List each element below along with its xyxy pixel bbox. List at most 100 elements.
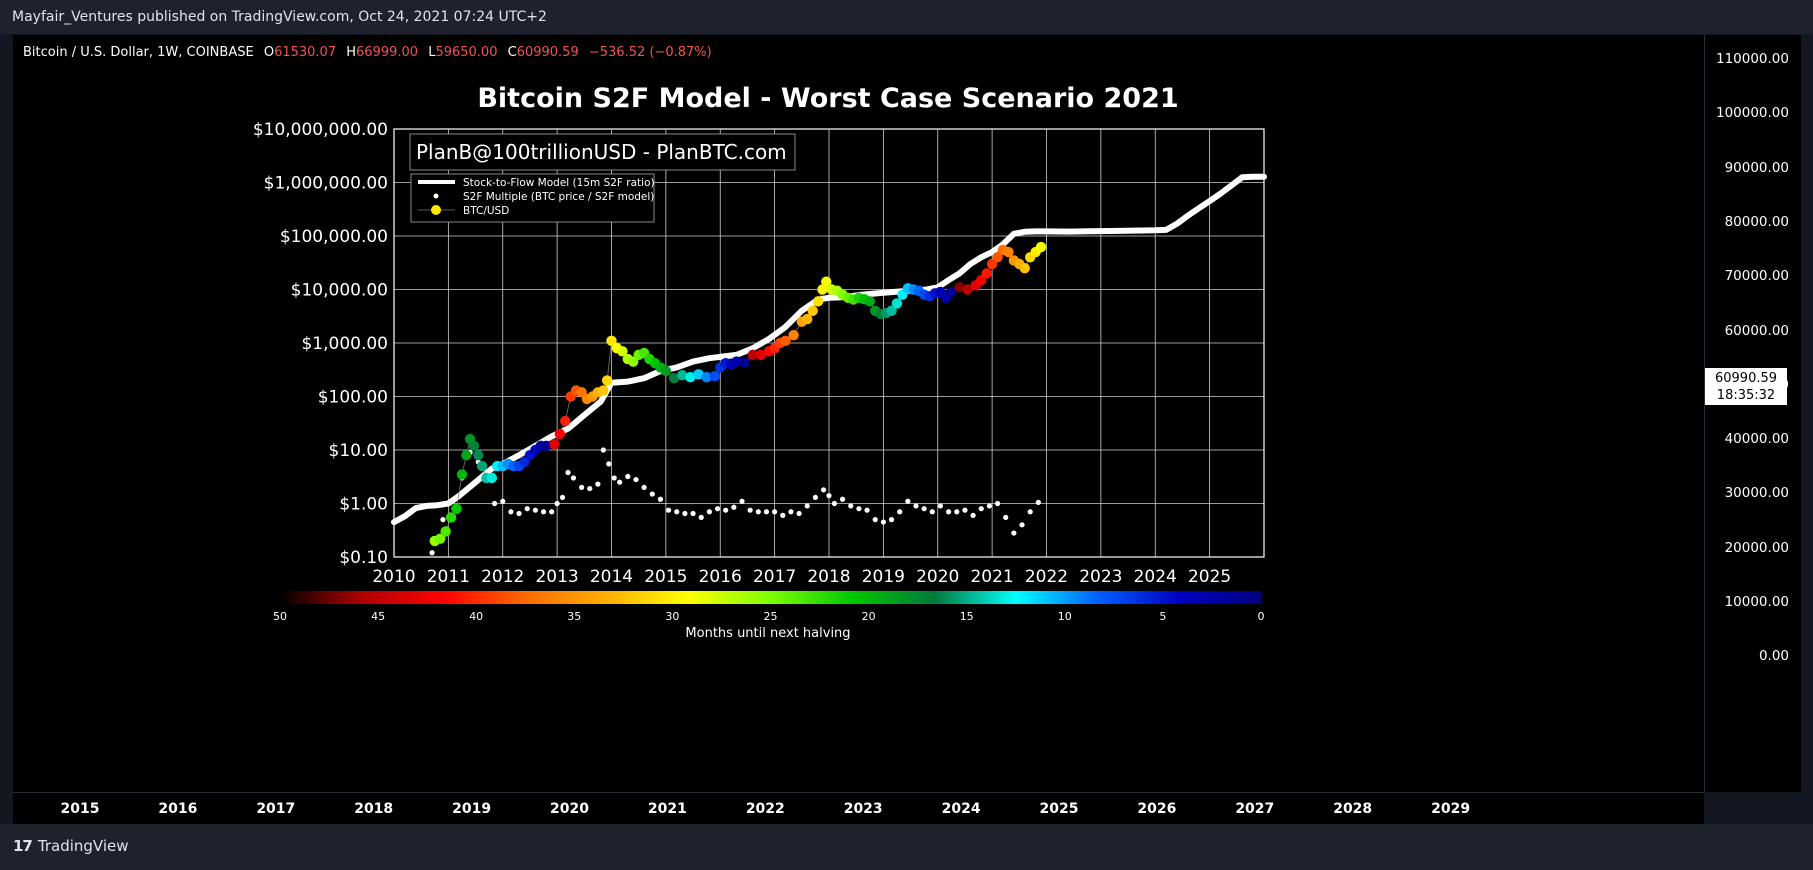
time-axis-label: 2029 (1431, 801, 1471, 817)
price-axis-label: 30000.00 (1724, 485, 1789, 502)
open-label: O (263, 45, 275, 60)
s2f-multiple-point (606, 461, 612, 467)
s2f-multiple-point (440, 517, 446, 523)
btc-price-point (461, 449, 472, 461)
s2f-multiple-point (986, 503, 993, 509)
price-axis-label: 100000.00 (1715, 105, 1789, 122)
s2f-multiple-point (962, 507, 968, 513)
time-axis-label: 2026 (1137, 801, 1177, 817)
time-axis-label: 2019 (452, 801, 492, 817)
close-label: C (507, 45, 517, 60)
btc-price-point (886, 305, 897, 316)
price-axis[interactable]: 110000.00 100000.00 90000.00 80000.00 70000.… (1704, 35, 1801, 792)
btc-price-point (435, 533, 446, 544)
s2f-multiple-point (831, 500, 838, 507)
s2f-multiple-point (921, 506, 927, 512)
chart-title: Bitcoin S2F Model - Worst Case Scenario … (477, 83, 1178, 114)
colorbar (280, 591, 1261, 604)
colorbar-tick-label: 40 (469, 610, 483, 623)
high-value: 66999.00 (356, 45, 419, 60)
s2f-multiple-point (905, 498, 911, 504)
s2f-multiple-point (429, 550, 435, 556)
s2f-multiple-point (747, 507, 753, 513)
btc-price-point (456, 469, 468, 480)
s2f-multiple-point (625, 473, 631, 480)
price-axis-label: 80000.00 (1724, 213, 1789, 230)
btc-price-point (606, 335, 617, 346)
s2f-multiple-point (872, 517, 878, 523)
time-axis-label: 2021 (647, 801, 687, 817)
s2f-multiple-point (665, 507, 672, 513)
symbol-name[interactable]: Bitcoin / U.S. Dollar, 1W, COINBASE (23, 45, 254, 60)
btc-price-point (788, 329, 799, 341)
s2f-multiple-point (714, 506, 721, 512)
open-value: 61530.07 (274, 45, 337, 60)
s2f-multiple-point (880, 519, 886, 525)
colorbar-tick-label: 15 (960, 610, 974, 623)
x-tick-label: 2020 (916, 567, 959, 587)
time-axis-label: 2020 (550, 801, 589, 817)
btc-price-points (429, 241, 1047, 547)
legend-entry-label: Stock-to-Flow Model (15m S2F ratio) (463, 177, 655, 189)
s2f-multiple-point (633, 476, 639, 483)
s2f-multiple-point (812, 494, 819, 501)
s2f-multiple-point (913, 503, 919, 509)
tradingview-brand: TradingView (37, 837, 129, 855)
s2f-multiple-point (611, 475, 617, 481)
btc-price-point (668, 372, 680, 384)
price-axis-label: 40000.00 (1724, 431, 1789, 448)
y-tick-label: $100.00 (318, 388, 388, 408)
btc-price-point (1003, 246, 1014, 258)
btc-price-point (780, 335, 791, 346)
s2f-multiple-point (763, 509, 770, 515)
btc-price-point (1035, 241, 1047, 253)
current-price: 60990.59 (1714, 371, 1778, 386)
s2f-multiple-point (682, 510, 688, 517)
colorbar-tick-label: 50 (273, 610, 287, 623)
low-value: 59650.00 (435, 45, 498, 60)
colorbar-label: Months until next halving (685, 626, 850, 641)
low-label: L (428, 45, 436, 60)
s2f-multiple-point (864, 507, 870, 513)
high-label: H (346, 45, 357, 60)
btc-price-point (541, 440, 552, 451)
time-axis-label: 2018 (354, 801, 394, 817)
s2f-multiple-point (549, 509, 555, 515)
s2f-multiple-point (532, 507, 538, 513)
x-tick-label: 2017 (753, 567, 796, 587)
s2f-multiple-point (706, 509, 712, 515)
legend-entry-label: S2F Multiple (BTC price / S2F model) (463, 191, 654, 203)
s2f-multiple-point (848, 503, 854, 509)
s2f-multiple-point (796, 510, 802, 517)
x-tick-label: 2019 (862, 567, 905, 587)
btc-price-point (739, 357, 750, 368)
s2f-multiple-point (617, 479, 623, 485)
s2f-multiple-point (780, 512, 786, 518)
change-value: −536.52 (−0.87%) (588, 45, 712, 60)
close-value: 60990.59 (516, 45, 579, 60)
x-tick-label: 2022 (1025, 567, 1068, 587)
time-axis-label: 2025 (1039, 801, 1079, 817)
btc-price-point (864, 296, 875, 307)
s2f-multiple-point (657, 496, 664, 502)
time-axis-label: 2017 (256, 801, 296, 817)
y-tick-label: $1,000,000.00 (264, 174, 388, 194)
price-axis-label: 0.00 (1758, 648, 1789, 665)
colorbar-tick-label: 35 (567, 610, 581, 623)
s2f-multiple-point (839, 496, 846, 502)
tradingview-logo[interactable]: 17 TradingView (13, 837, 129, 855)
x-tick-label: 2014 (590, 567, 633, 587)
time-axis[interactable]: 2015 2016 2017 2018 2019 2020 2021 2022 2023 2024… (13, 792, 1704, 825)
legend-dot-swatch (433, 193, 439, 199)
s2f-multiple-point (788, 509, 794, 515)
btc-price-point (701, 371, 712, 383)
s2f-multiple-point (755, 509, 761, 515)
btc-price-point (549, 438, 560, 450)
x-tick-label: 2011 (427, 567, 470, 587)
chart-pane[interactable]: Bitcoin / U.S. Dollar, 1W, COINBASE O615… (13, 35, 1704, 792)
s2f-multiple-point (554, 500, 560, 507)
btc-price-point (554, 428, 566, 440)
colorbar-tick-label: 0 (1258, 610, 1265, 623)
s2f-multiple-point (698, 514, 704, 520)
btc-price-point (731, 356, 742, 367)
